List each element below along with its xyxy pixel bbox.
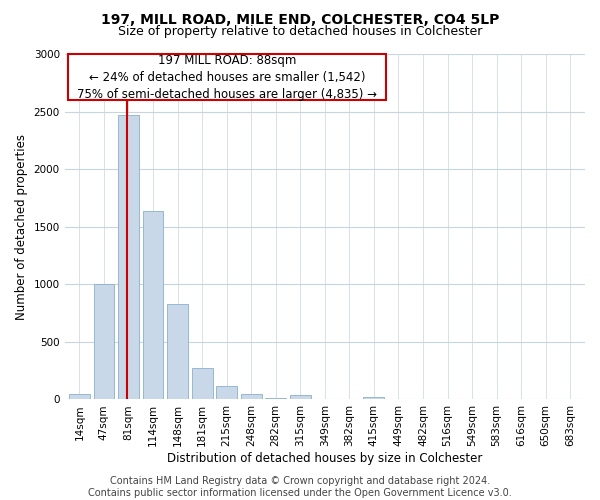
Bar [167,304,188,400]
Text: Size of property relative to detached houses in Colchester: Size of property relative to detached ho… [118,25,482,38]
Bar [364,397,385,400]
Bar [69,394,90,400]
Bar [94,284,115,400]
Bar [290,395,311,400]
Text: 197, MILL ROAD, MILE END, COLCHESTER, CO4 5LP: 197, MILL ROAD, MILE END, COLCHESTER, CO… [101,12,499,26]
X-axis label: Distribution of detached houses by size in Colchester: Distribution of detached houses by size … [167,452,482,465]
Bar [191,368,212,400]
Bar [143,210,163,400]
Bar [216,386,237,400]
Y-axis label: Number of detached properties: Number of detached properties [15,134,28,320]
Bar [118,115,139,400]
Bar [265,398,286,400]
Bar [241,394,262,400]
FancyBboxPatch shape [68,54,386,100]
Text: 197 MILL ROAD: 88sqm
← 24% of detached houses are smaller (1,542)
75% of semi-de: 197 MILL ROAD: 88sqm ← 24% of detached h… [77,54,377,100]
Text: Contains HM Land Registry data © Crown copyright and database right 2024.
Contai: Contains HM Land Registry data © Crown c… [88,476,512,498]
